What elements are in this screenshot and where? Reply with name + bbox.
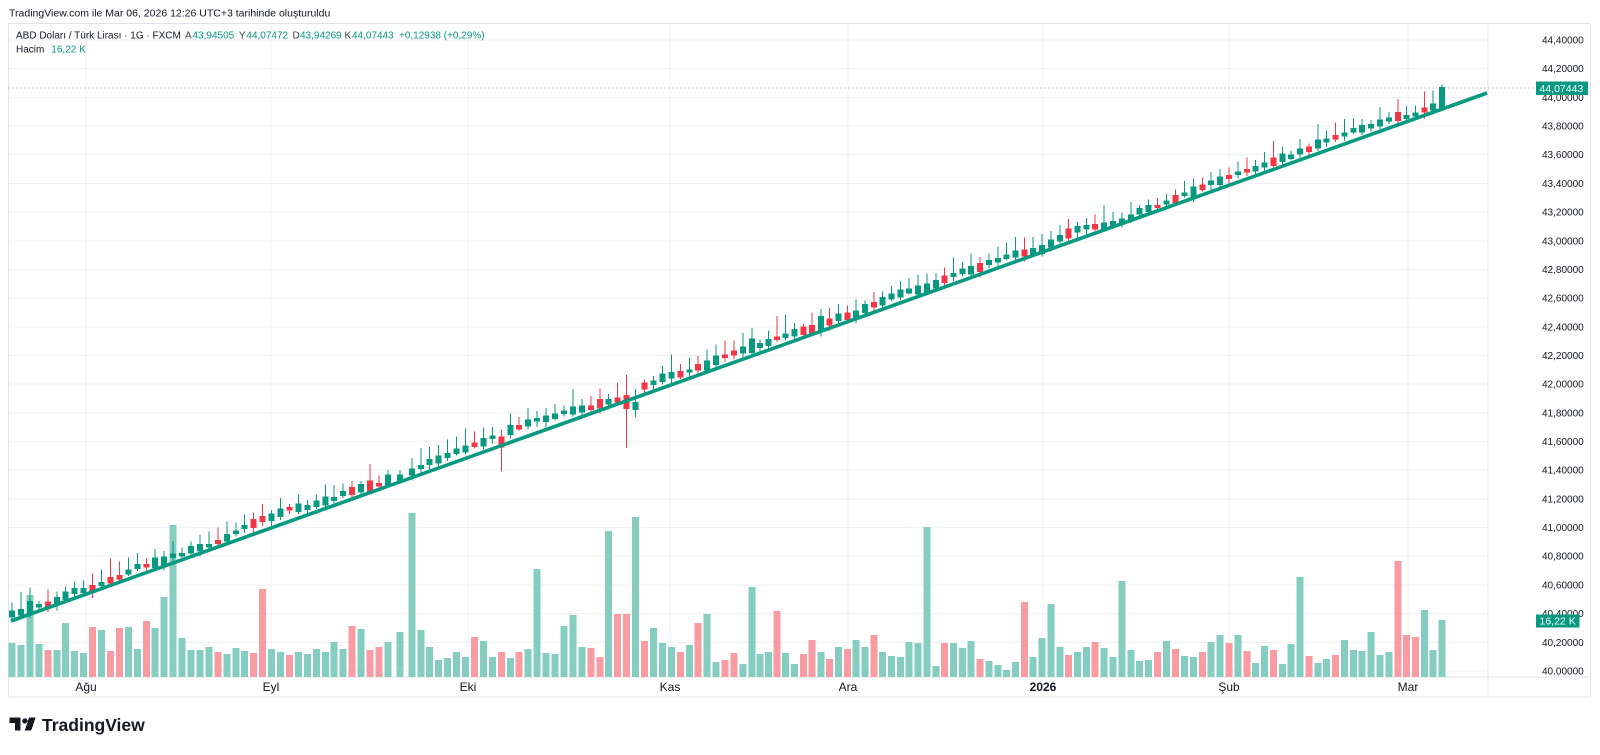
svg-text:Eki: Eki (460, 680, 477, 694)
svg-text:43,20000: 43,20000 (1542, 208, 1584, 219)
svg-text:40,20000: 40,20000 (1542, 638, 1584, 649)
svg-text:41,60000: 41,60000 (1542, 437, 1584, 448)
svg-text:43,40000: 43,40000 (1542, 179, 1584, 190)
svg-text:Eyl: Eyl (263, 680, 280, 694)
svg-text:K: K (345, 30, 352, 41)
svg-text:43,00000: 43,00000 (1542, 236, 1584, 247)
svg-text:42,80000: 42,80000 (1542, 265, 1584, 276)
svg-text:40.00000: 40.00000 (1542, 667, 1584, 678)
svg-text:Kas: Kas (660, 680, 681, 694)
svg-text:40,60000: 40,60000 (1542, 580, 1584, 591)
svg-text:42,40000: 42,40000 (1542, 322, 1584, 333)
svg-text:42,00000: 42,00000 (1542, 380, 1584, 391)
svg-text:44,07472: 44,07472 (246, 30, 288, 41)
svg-text:Hacim: Hacim (16, 45, 44, 56)
svg-text:41,40000: 41,40000 (1542, 466, 1584, 477)
svg-text:ABD Doları / Türk Lirası · 1G: ABD Doları / Türk Lirası · 1G · FXCM (16, 30, 181, 41)
svg-text:+0,12938 (+0,29%): +0,12938 (+0,29%) (399, 30, 485, 41)
svg-text:44,00000: 44,00000 (1542, 93, 1584, 104)
svg-text:44,40000: 44,40000 (1542, 36, 1584, 47)
svg-text:Ağu: Ağu (75, 680, 96, 694)
svg-text:41,80000: 41,80000 (1542, 408, 1584, 419)
svg-text:44,07443: 44,07443 (1540, 83, 1584, 95)
svg-text:41,00000: 41,00000 (1542, 523, 1584, 534)
svg-text:Mar: Mar (1398, 680, 1419, 694)
svg-text:16,22 K: 16,22 K (1540, 616, 1576, 628)
svg-text:42,60000: 42,60000 (1542, 294, 1584, 305)
svg-text:TradingView.com ile Mar 06, 20: TradingView.com ile Mar 06, 2026 12:26 U… (9, 8, 330, 20)
svg-text:42,20000: 42,20000 (1542, 351, 1584, 362)
svg-text:2026: 2026 (1030, 680, 1057, 694)
svg-text:43,94269: 43,94269 (300, 30, 342, 41)
svg-text:Ara: Ara (839, 680, 858, 694)
svg-text:D: D (293, 30, 300, 41)
svg-text:43,80000: 43,80000 (1542, 122, 1584, 133)
svg-text:Y: Y (239, 30, 246, 41)
svg-text:Şub: Şub (1218, 680, 1240, 694)
svg-text:40,80000: 40,80000 (1542, 552, 1584, 563)
svg-text:TradingView: TradingView (42, 715, 145, 735)
svg-text:41,20000: 41,20000 (1542, 494, 1584, 505)
svg-text:43,60000: 43,60000 (1542, 150, 1584, 161)
svg-text:44,07443: 44,07443 (352, 30, 394, 41)
svg-text:16,22 K: 16,22 K (51, 45, 86, 56)
svg-text:43,94505: 43,94505 (193, 30, 235, 41)
svg-text:A: A (185, 30, 192, 41)
svg-text:44,20000: 44,20000 (1542, 64, 1584, 75)
